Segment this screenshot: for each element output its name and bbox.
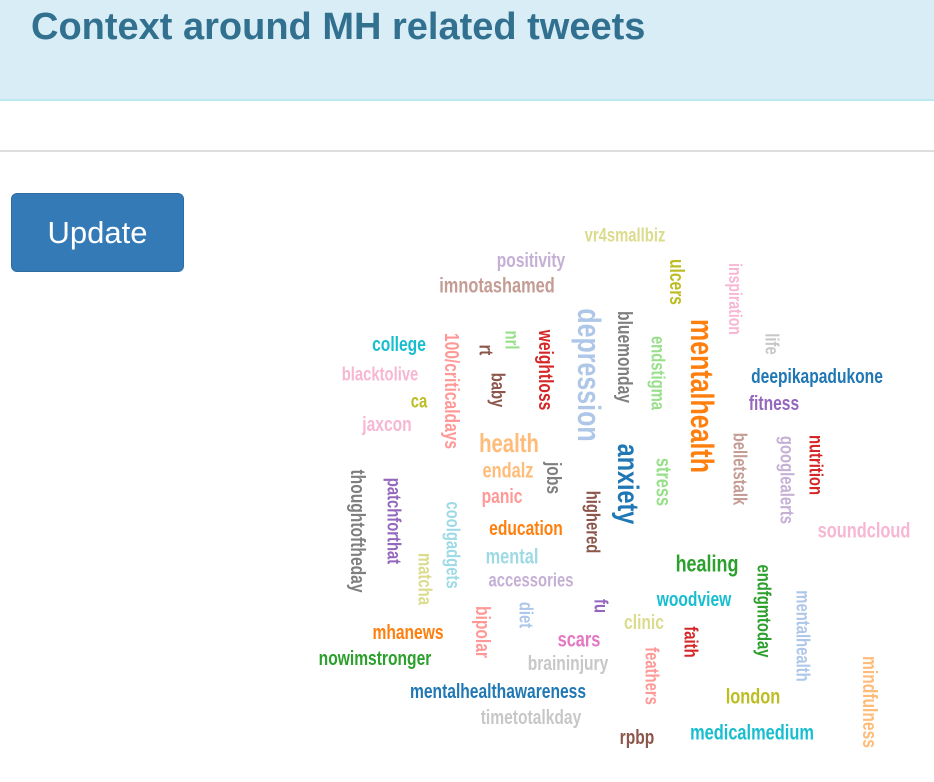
cloud-word: thoughtoftheday [346,469,368,593]
cloud-word: jaxcon [362,414,412,436]
cloud-word: anxiety [611,443,644,525]
cloud-word: bipolar [471,605,493,659]
cloud-word: mhanews [372,622,444,644]
cloud-word: health [479,428,539,458]
cloud-word: ulcers [665,259,687,305]
cloud-word: vr4smallbiz [584,225,666,247]
divider [0,150,934,152]
cloud-word: inspiration [725,263,745,335]
cloud-word: college [372,334,426,356]
cloud-word: mentalhealth [684,319,720,473]
cloud-word: nowimstronger [318,648,432,670]
cloud-word: stress [651,457,675,507]
update-button[interactable]: Update [11,193,184,272]
cloud-word: healing [675,550,739,577]
cloud-word: rpbp [619,727,655,749]
cloud-word: patchforthat [382,477,404,565]
cloud-word: accessories [488,570,574,592]
cloud-word: mindfulness [858,656,880,748]
cloud-word: faith [679,626,701,658]
cloud-word: positivity [496,250,566,272]
cloud-word: endalz [482,459,534,483]
cloud-word: life [760,333,782,355]
header-panel: Context around MH related tweets [0,0,934,101]
cloud-word: diet [514,601,536,629]
cloud-word: endstigma [646,335,668,411]
cloud-word: timetotalkday [480,707,582,729]
cloud-word: soundcloud [817,519,911,543]
cloud-word: rt [474,344,496,356]
cloud-word: nutrition [804,434,826,496]
cloud-word: belletstalk [728,432,750,506]
cloud-word: jobs [542,461,564,495]
cloud-word: bluemonday [613,311,635,403]
cloud-word: mentalhealth [791,590,813,682]
cloud-word: education [489,518,563,540]
cloud-word: deepikapadukone [751,366,883,388]
cloud-word: panic [481,486,523,508]
cloud-word: matcha [413,553,435,605]
cloud-word: nrl [500,330,522,350]
cloud-word: imnotashamed [439,274,555,298]
cloud-word: woodview [656,589,732,611]
cloud-word: london [725,685,781,709]
cloud-word: blacktolive [341,364,419,386]
cloud-word: braininjury [527,653,609,675]
cloud-word: fitness [748,393,800,415]
cloud-word: googlealerts [775,435,797,525]
cloud-word: highered [581,490,603,554]
cloud-word: 100/criticaldays [440,332,462,450]
cloud-word: ca [410,391,428,413]
cloud-word: scars [557,628,601,652]
cloud-word: baby [486,372,508,408]
cloud-word: fu [589,599,611,613]
cloud-word: mental [485,545,539,569]
cloud-word: clinic [624,612,664,634]
cloud-word: coolgadgets [441,501,463,589]
cloud-word: endfgmtoday [752,564,774,658]
cloud-word: mentalhealthawareness [409,681,587,703]
cloud-word: medicalmedium [690,721,814,745]
cloud-word: feathers [640,647,662,705]
cloud-word: weightloss [534,329,556,411]
cloud-word: depression [571,308,607,442]
page-title: Context around MH related tweets [31,6,646,48]
